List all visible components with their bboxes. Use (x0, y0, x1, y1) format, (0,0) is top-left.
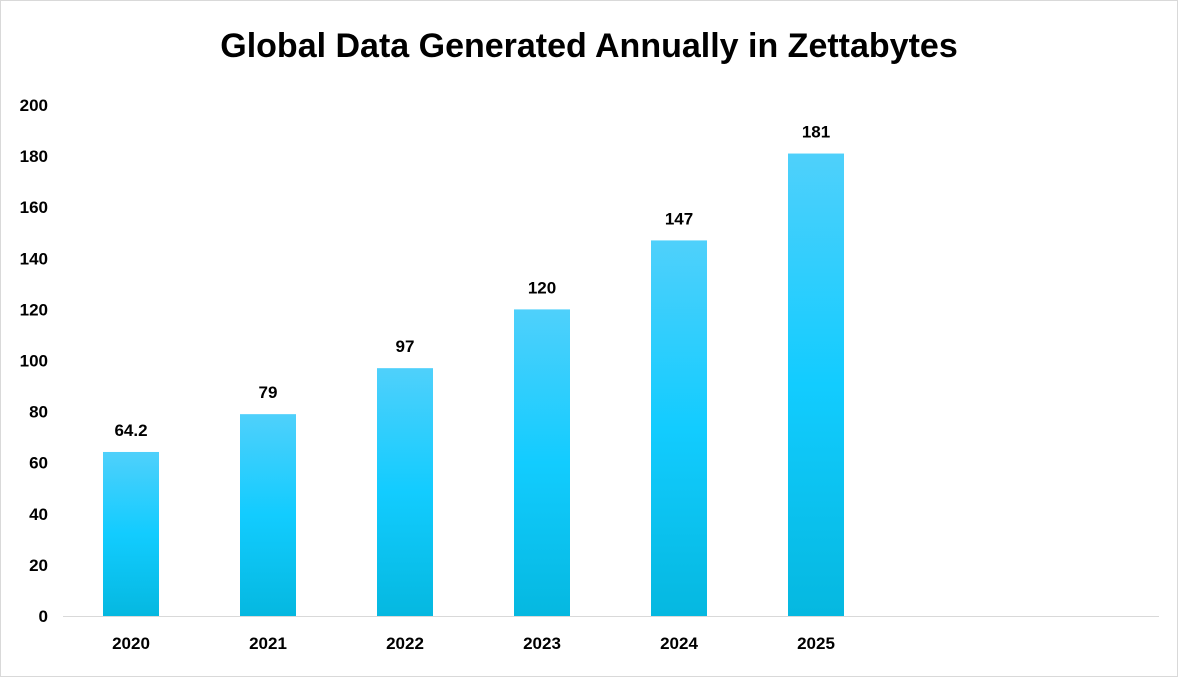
data-labels: 64.2 79 97 120 147 181 (114, 123, 830, 440)
y-tick-label: 160 (20, 198, 48, 217)
x-tick-label: 2024 (660, 634, 698, 653)
bar-2022 (377, 368, 433, 616)
y-tick-label: 180 (20, 147, 48, 166)
y-tick-label: 140 (20, 249, 48, 268)
y-axis: 0 20 40 60 80 100 120 140 160 180 200 (20, 96, 48, 626)
bar-series (103, 153, 844, 617)
y-tick-label: 200 (20, 96, 48, 115)
y-tick-label: 0 (39, 607, 48, 626)
x-axis: 2020 2021 2022 2023 2024 2025 (112, 634, 835, 653)
bar-2020 (103, 451, 159, 616)
x-tick-label: 2021 (249, 634, 287, 653)
data-label-2020: 64.2 (114, 421, 147, 440)
bar-2025 (788, 153, 844, 617)
data-label-2024: 147 (665, 209, 693, 228)
y-tick-label: 100 (20, 352, 48, 371)
y-tick-label: 20 (29, 556, 48, 575)
y-tick-label: 60 (29, 454, 48, 473)
data-label-2021: 79 (259, 383, 278, 402)
data-label-2022: 97 (396, 337, 415, 356)
data-label-2023: 120 (528, 278, 556, 297)
bar-2024 (651, 240, 707, 617)
data-label-2025: 181 (802, 123, 830, 142)
y-tick-label: 120 (20, 300, 48, 319)
x-tick-label: 2020 (112, 634, 150, 653)
x-tick-label: 2022 (386, 634, 424, 653)
y-tick-label: 80 (29, 403, 48, 422)
x-tick-label: 2023 (523, 634, 561, 653)
bar-2023 (514, 309, 570, 616)
bar-2021 (240, 414, 296, 616)
y-tick-label: 40 (29, 505, 48, 524)
x-tick-label: 2025 (797, 634, 835, 653)
chart-title: Global Data Generated Annually in Zettab… (220, 27, 957, 65)
